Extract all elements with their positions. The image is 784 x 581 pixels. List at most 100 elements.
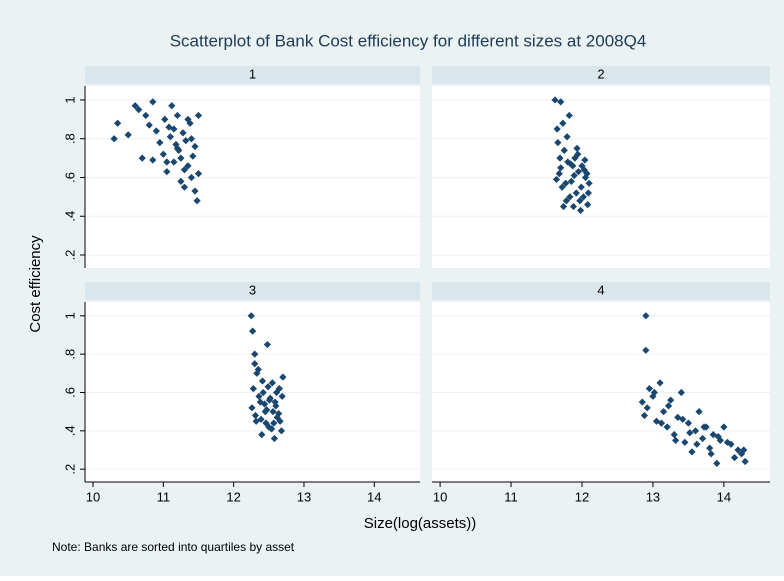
point bbox=[258, 431, 266, 439]
point bbox=[570, 171, 578, 180]
y-tick-label: .4 bbox=[62, 211, 77, 222]
point bbox=[159, 150, 167, 158]
point bbox=[576, 206, 585, 215]
point bbox=[740, 446, 748, 454]
point bbox=[163, 168, 171, 176]
point bbox=[584, 201, 592, 209]
point bbox=[184, 115, 192, 123]
point bbox=[657, 419, 666, 427]
point bbox=[642, 346, 650, 354]
point bbox=[652, 417, 661, 425]
point bbox=[177, 177, 185, 185]
point bbox=[558, 183, 566, 191]
point bbox=[579, 193, 588, 201]
y-axis-title: Cost efficiency bbox=[27, 235, 44, 333]
point bbox=[258, 377, 267, 385]
point bbox=[563, 133, 571, 141]
point bbox=[268, 379, 276, 387]
point bbox=[734, 446, 742, 454]
point bbox=[170, 125, 178, 133]
point bbox=[272, 388, 281, 397]
point bbox=[679, 415, 687, 423]
y-tick-label: .4 bbox=[62, 425, 77, 436]
point bbox=[581, 173, 590, 182]
point bbox=[142, 111, 150, 120]
point bbox=[670, 431, 678, 439]
point bbox=[557, 98, 565, 106]
point bbox=[248, 404, 256, 412]
point bbox=[672, 436, 680, 445]
point bbox=[131, 102, 139, 110]
panel-header bbox=[432, 66, 770, 84]
x-axis-title: Size(log(assets)) bbox=[364, 515, 477, 532]
point bbox=[257, 415, 265, 423]
point bbox=[688, 448, 696, 456]
point bbox=[578, 162, 586, 170]
point bbox=[191, 187, 199, 195]
point bbox=[173, 111, 181, 120]
point bbox=[264, 383, 272, 391]
point bbox=[645, 385, 653, 393]
point bbox=[574, 150, 582, 158]
x-tick-label: 11 bbox=[504, 489, 518, 504]
point bbox=[552, 175, 561, 184]
point bbox=[709, 431, 717, 439]
point bbox=[191, 142, 199, 151]
point bbox=[276, 417, 284, 425]
point bbox=[168, 102, 176, 110]
point bbox=[720, 423, 728, 431]
point bbox=[650, 388, 658, 397]
point bbox=[254, 365, 262, 374]
y-tick-label: .8 bbox=[62, 133, 77, 144]
point bbox=[560, 146, 568, 154]
panel-label: 1 bbox=[249, 66, 256, 81]
point bbox=[562, 197, 570, 205]
y-tick-label: 1 bbox=[62, 312, 77, 319]
point bbox=[138, 154, 146, 162]
point bbox=[247, 312, 255, 320]
panel-header bbox=[85, 66, 420, 84]
point bbox=[642, 312, 650, 320]
point bbox=[194, 170, 203, 178]
point bbox=[659, 408, 668, 416]
point bbox=[193, 197, 201, 205]
point bbox=[640, 411, 649, 420]
point bbox=[713, 459, 721, 468]
y-tick-label: .8 bbox=[62, 349, 77, 360]
point bbox=[279, 373, 287, 381]
x-tick-label: 13 bbox=[297, 489, 311, 504]
point bbox=[156, 138, 164, 147]
point bbox=[149, 98, 157, 106]
point bbox=[271, 398, 279, 406]
point bbox=[114, 119, 122, 127]
point bbox=[251, 411, 260, 420]
x-tick-label: 11 bbox=[157, 489, 171, 504]
point bbox=[581, 156, 589, 164]
point bbox=[173, 144, 181, 153]
point bbox=[562, 179, 570, 187]
point bbox=[180, 183, 189, 191]
point bbox=[555, 170, 563, 178]
point bbox=[691, 427, 700, 435]
panel-label: 4 bbox=[597, 282, 604, 297]
point bbox=[681, 438, 689, 446]
point bbox=[152, 127, 160, 135]
point bbox=[556, 154, 564, 162]
point bbox=[564, 158, 572, 166]
point bbox=[565, 111, 573, 120]
point bbox=[249, 327, 257, 335]
point bbox=[135, 106, 143, 114]
point bbox=[182, 137, 190, 145]
point bbox=[255, 392, 263, 400]
point bbox=[576, 197, 584, 205]
x-tick-label: 14 bbox=[367, 489, 381, 504]
point bbox=[567, 160, 575, 168]
point bbox=[270, 419, 278, 427]
y-tick-label: .6 bbox=[62, 387, 77, 398]
point bbox=[584, 189, 592, 197]
point bbox=[643, 404, 651, 412]
y-tick-label: 1 bbox=[62, 96, 77, 103]
point bbox=[567, 177, 575, 185]
point bbox=[573, 144, 581, 153]
point bbox=[569, 202, 578, 211]
